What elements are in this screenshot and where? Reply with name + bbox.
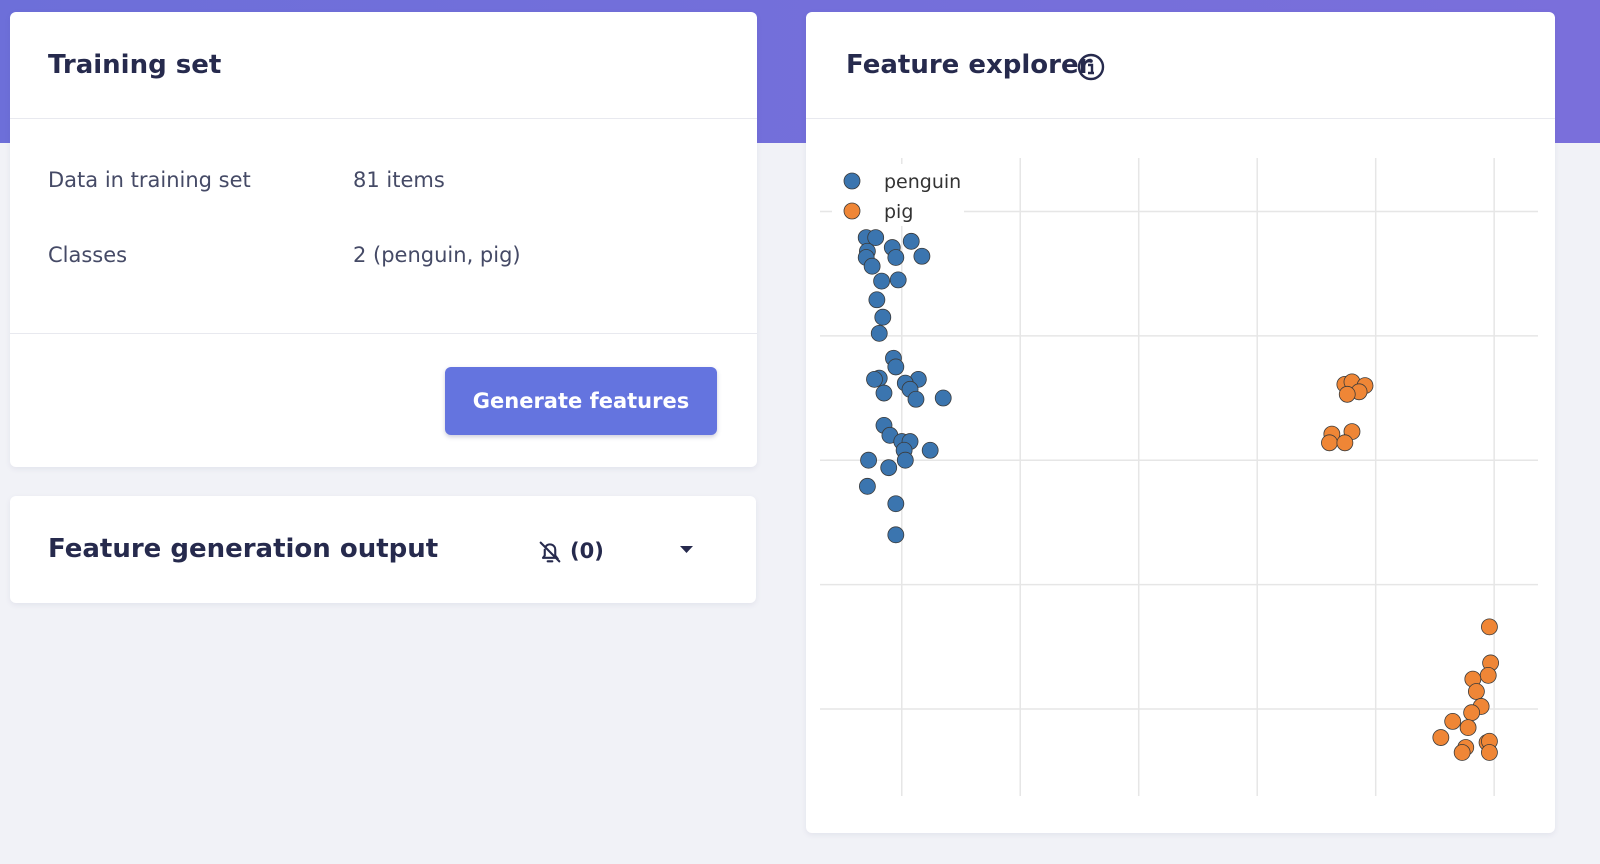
data-point: [1432, 729, 1450, 746]
data-point: [880, 459, 898, 477]
data-point: [875, 384, 893, 402]
card-title: Feature generation output: [48, 534, 439, 564]
data-point: [887, 526, 905, 544]
data-point: [1463, 704, 1481, 722]
row-label: Data in training set: [48, 168, 251, 192]
data-point: [889, 271, 907, 289]
card-title: Training set: [48, 50, 222, 80]
data-point: [902, 232, 920, 250]
data-point: [874, 308, 892, 326]
row-value: 81 items: [353, 168, 445, 192]
data-point: [913, 247, 931, 265]
data-point: [896, 451, 914, 469]
data-point: [887, 495, 905, 513]
row-label: Classes: [48, 243, 128, 267]
data-point: [860, 451, 877, 469]
expand-caret[interactable]: [678, 544, 696, 556]
legend-marker: [843, 202, 861, 220]
data-point: [1481, 618, 1498, 636]
data-point: [1321, 434, 1338, 452]
divider: [10, 118, 757, 119]
data-point: [887, 358, 905, 376]
divider: [10, 333, 757, 334]
bell-off-icon: [539, 541, 561, 563]
legend-label: penguin: [884, 171, 961, 193]
generate-button[interactable]: Generate features: [445, 367, 717, 435]
legend-label: pig: [884, 201, 913, 223]
data-point: [887, 249, 905, 266]
data-point: [1338, 385, 1356, 403]
training-card: Training set Data in training set 81 ite…: [10, 12, 757, 467]
data-point: [934, 389, 952, 407]
data-point: [1336, 434, 1354, 452]
data-point: [1467, 683, 1485, 700]
data-point: [866, 370, 883, 388]
data-point: [858, 477, 876, 495]
data-point: [863, 257, 881, 275]
card-title: Feature explorer: [846, 50, 1092, 80]
data-point: [868, 291, 886, 309]
data-point: [1444, 712, 1462, 730]
row-value: 2 (penguin, pig): [353, 243, 521, 267]
output-card: Feature generation output (0): [10, 496, 756, 603]
info-icon[interactable]: [1076, 52, 1106, 82]
legend-marker: [843, 172, 861, 190]
data-point: [1459, 719, 1477, 736]
data-point: [870, 324, 888, 342]
data-point: [1479, 666, 1497, 684]
data-point: [873, 272, 891, 290]
notification-count[interactable]: (0): [570, 539, 604, 563]
data-point: [921, 441, 939, 459]
explorer-card: Feature explorer: [806, 12, 1555, 833]
data-point: [867, 229, 885, 246]
data-point: [1481, 744, 1498, 761]
data-point: [1453, 744, 1471, 761]
data-point: [907, 390, 925, 408]
divider: [806, 118, 1555, 119]
